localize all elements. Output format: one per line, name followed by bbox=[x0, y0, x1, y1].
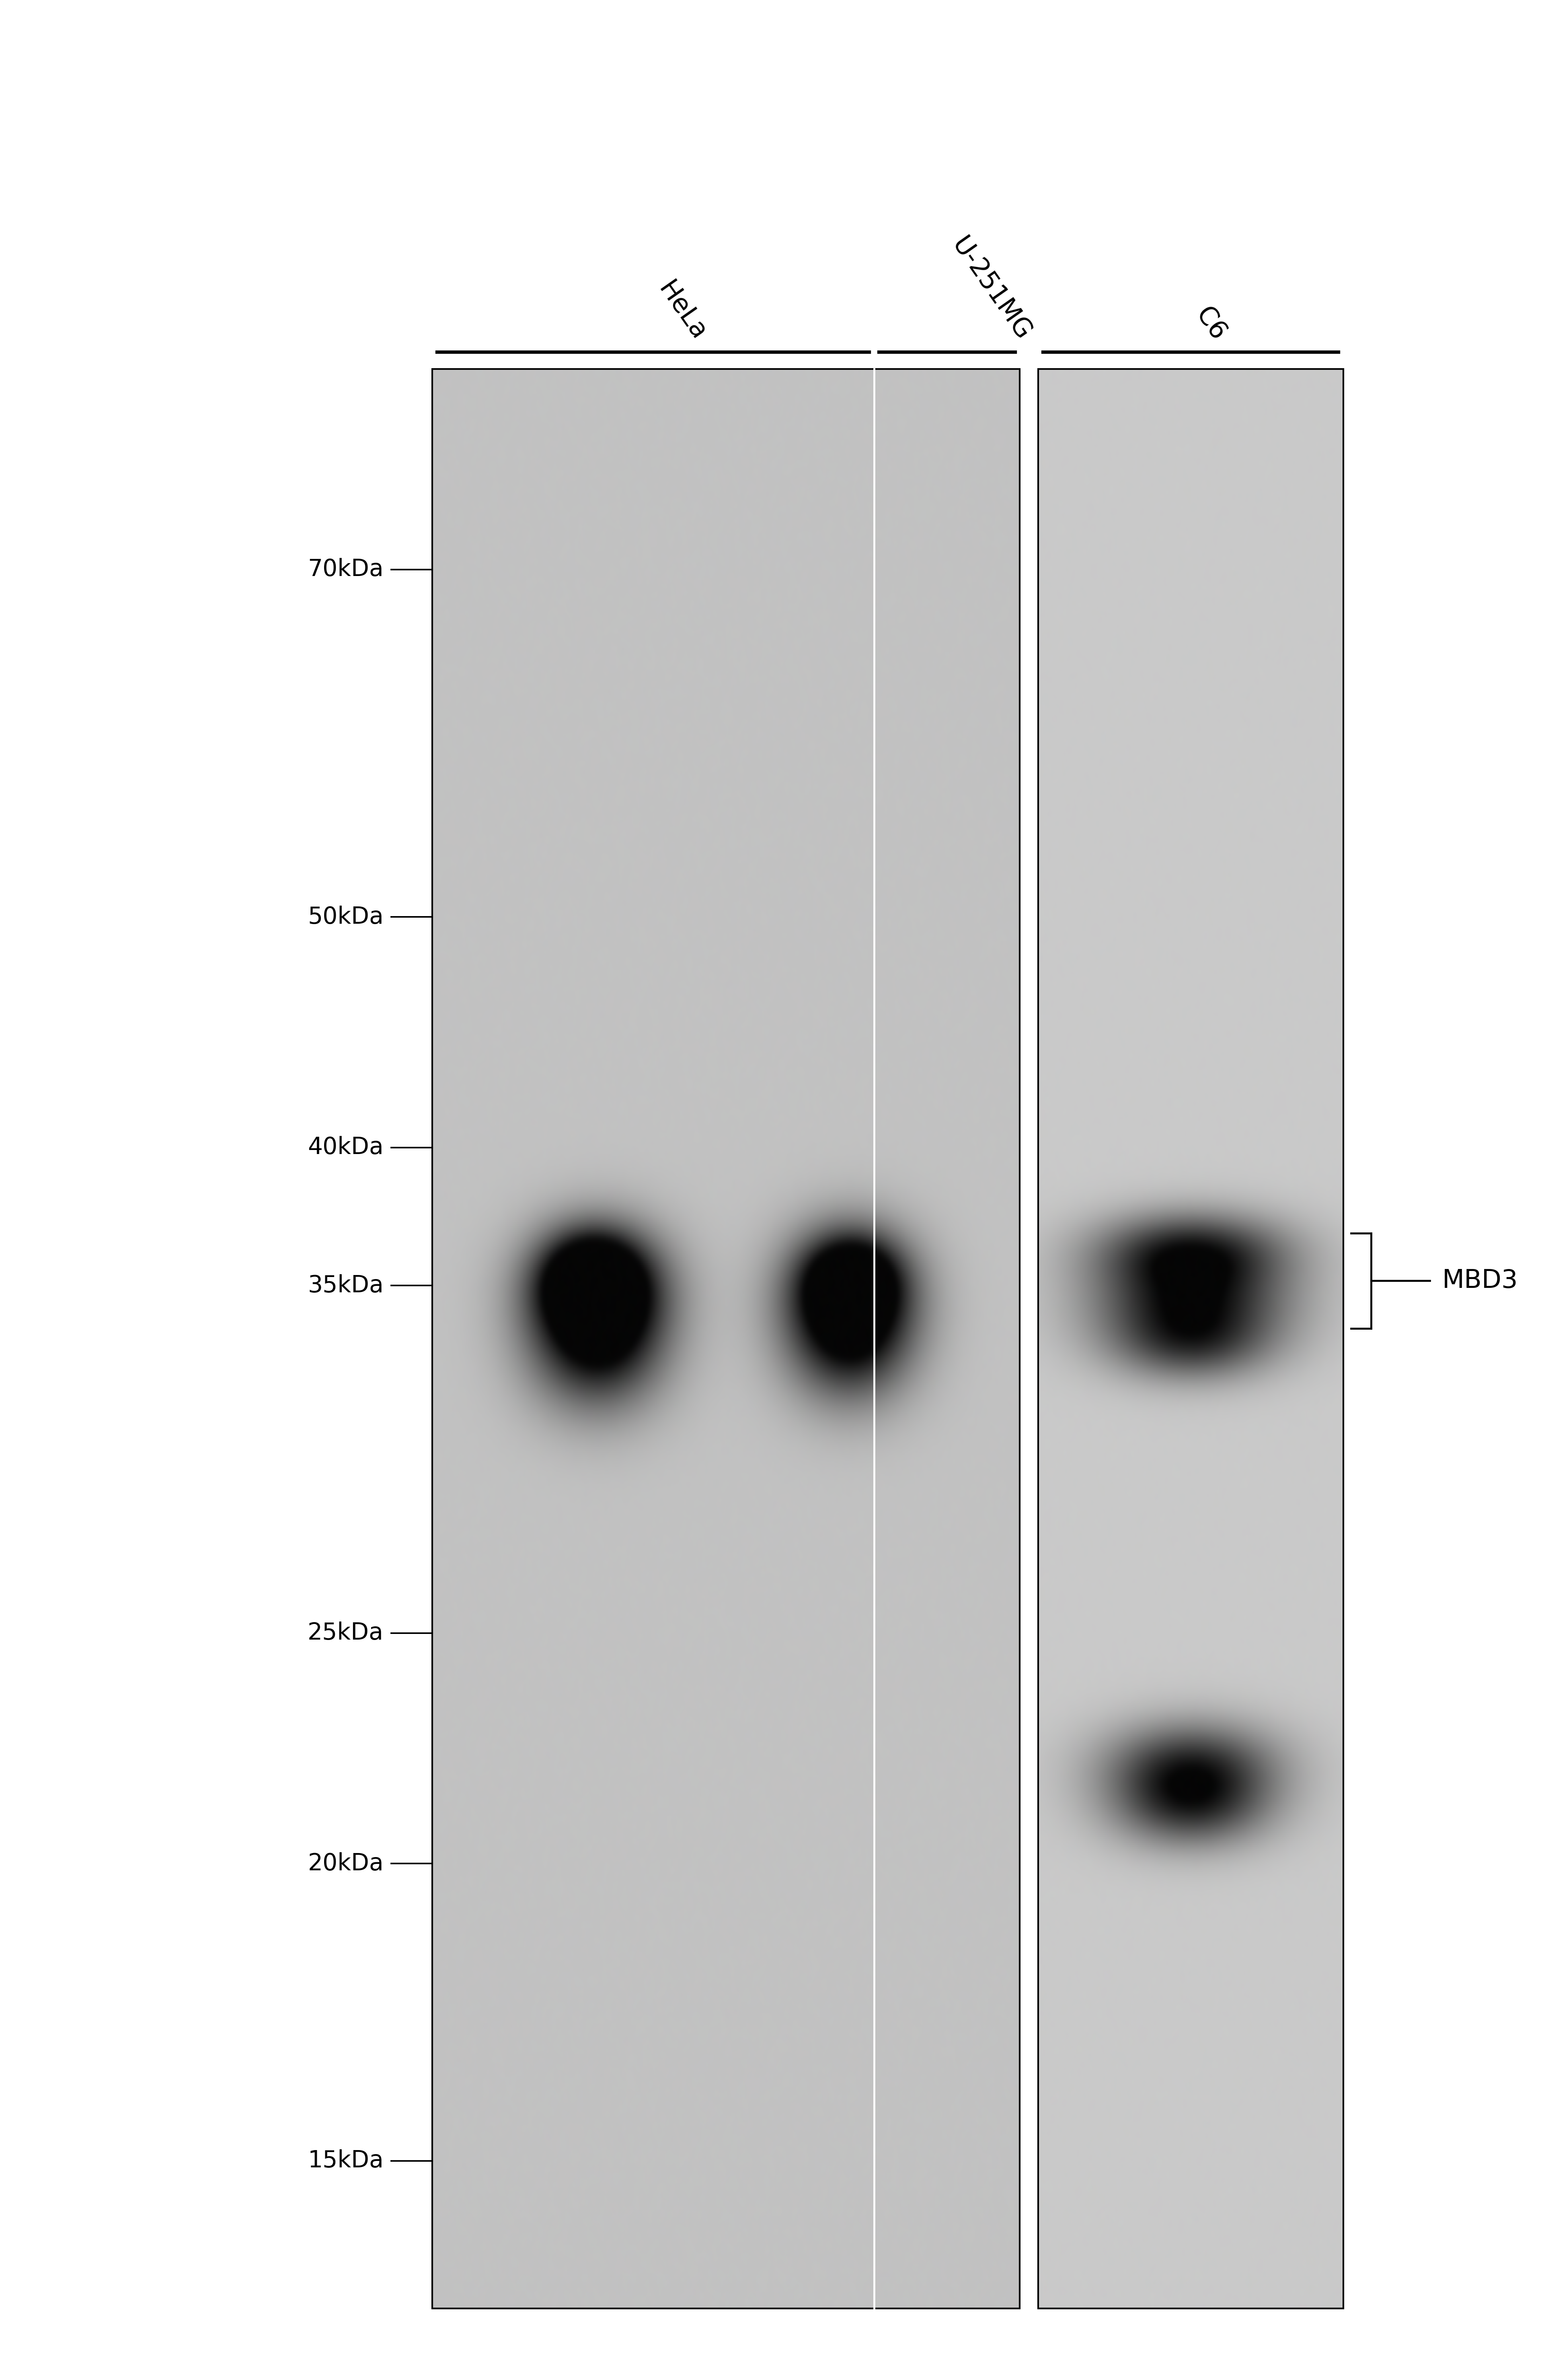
Bar bbox=[1038, 369, 1343, 2309]
Text: 20kDa: 20kDa bbox=[307, 1852, 383, 1875]
Text: C6: C6 bbox=[1190, 302, 1231, 345]
Text: 35kDa: 35kDa bbox=[307, 1273, 383, 1297]
Text: 40kDa: 40kDa bbox=[307, 1135, 383, 1159]
Text: 25kDa: 25kDa bbox=[307, 1621, 383, 1645]
Text: HeLa: HeLa bbox=[653, 278, 710, 345]
Bar bbox=[432, 369, 1019, 2309]
Text: 70kDa: 70kDa bbox=[307, 557, 383, 581]
Text: MBD3: MBD3 bbox=[1442, 1269, 1518, 1292]
Text: 15kDa: 15kDa bbox=[307, 2149, 383, 2173]
Text: 50kDa: 50kDa bbox=[307, 907, 383, 928]
Text: U-251MG: U-251MG bbox=[946, 233, 1036, 345]
